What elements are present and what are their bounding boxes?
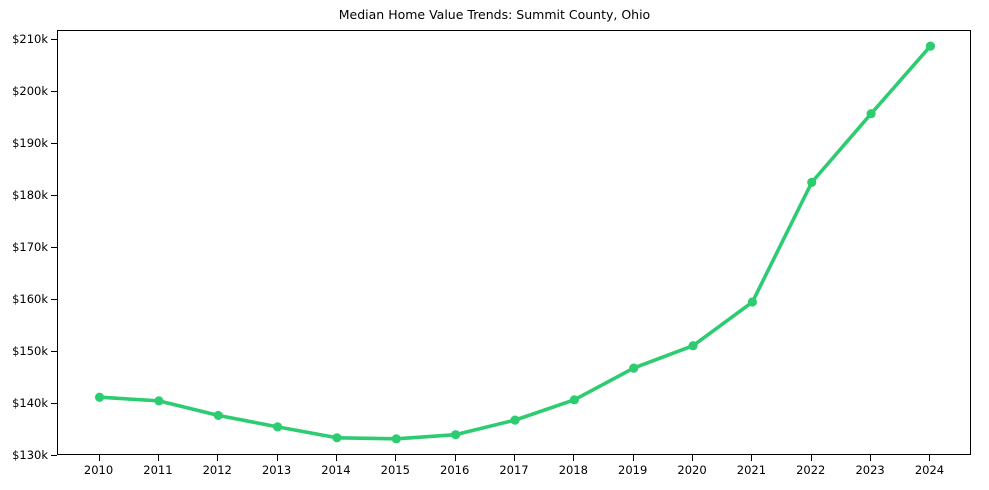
x-axis-tick-mark bbox=[632, 455, 634, 461]
data-point-marker bbox=[569, 395, 579, 405]
x-axis-tick-label: 2011 bbox=[143, 463, 173, 477]
y-axis-tick-mark bbox=[51, 142, 57, 144]
y-axis-tick-labels: $130k $140k $150k $160k $170k $180k $190k $200k… bbox=[0, 0, 48, 490]
data-point-marker bbox=[866, 109, 876, 119]
x-axis-tick-label: 2017 bbox=[499, 463, 529, 477]
x-axis-tick-mark bbox=[514, 455, 515, 461]
x-axis-tick-label: 2021 bbox=[736, 463, 767, 477]
x-axis-tick-mark bbox=[454, 455, 456, 461]
y-axis-tick-mark bbox=[51, 194, 57, 196]
y-axis-tick-label: $150k bbox=[12, 343, 48, 358]
x-axis-tick-label: 2016 bbox=[440, 463, 470, 477]
y-axis-tick-label: $180k bbox=[12, 187, 48, 202]
x-axis-tick-label: 2023 bbox=[855, 463, 885, 477]
x-axis-tick-mark bbox=[395, 455, 397, 461]
y-axis-tick-label: $190k bbox=[12, 135, 48, 150]
y-axis-tick-label: $170k bbox=[12, 239, 48, 254]
data-point-marker bbox=[273, 422, 283, 432]
data-point-marker bbox=[94, 392, 105, 402]
data-point-marker bbox=[688, 341, 698, 351]
data-point-marker bbox=[807, 177, 817, 187]
data-point-marker bbox=[451, 430, 461, 440]
x-axis-tick-mark bbox=[573, 455, 575, 461]
y-axis-tick-mark bbox=[51, 90, 57, 92]
x-axis-tick-mark bbox=[98, 455, 100, 461]
y-axis-tick-mark bbox=[51, 246, 57, 248]
plot-area bbox=[57, 30, 971, 455]
y-axis-tick-mark bbox=[51, 350, 57, 352]
x-axis-tick-mark bbox=[217, 455, 219, 461]
x-axis-tick-label: 2015 bbox=[380, 463, 410, 477]
data-point-marker bbox=[747, 297, 758, 307]
data-point-marker bbox=[510, 415, 520, 425]
x-axis-tick-mark bbox=[692, 455, 694, 461]
data-point-marker bbox=[391, 434, 401, 444]
y-axis-tick-mark bbox=[51, 38, 57, 40]
x-axis-tick-mark bbox=[929, 455, 931, 461]
data-point-marker bbox=[154, 396, 164, 406]
data-point-marker bbox=[925, 41, 936, 51]
x-axis-tick-label: 2024 bbox=[914, 463, 945, 477]
data-markers bbox=[94, 41, 936, 444]
data-point-marker bbox=[332, 433, 342, 443]
chart-title: Median Home Value Trends: Summit County,… bbox=[338, 7, 651, 22]
x-axis-tick-label: 2010 bbox=[83, 463, 114, 477]
x-axis-tick-label: 2013 bbox=[261, 463, 292, 477]
x-axis-tick-mark bbox=[870, 455, 872, 461]
data-point-marker bbox=[629, 363, 639, 373]
x-axis-tick-mark bbox=[276, 455, 278, 461]
y-axis-tick-mark bbox=[51, 402, 57, 404]
y-axis-tick-mark bbox=[51, 455, 57, 456]
x-axis-tick-label: 2022 bbox=[796, 463, 826, 477]
x-axis-tick-label: 2014 bbox=[321, 463, 351, 477]
y-axis-tick-mark bbox=[51, 298, 57, 300]
series-median-home-value bbox=[94, 41, 936, 444]
x-axis-tick-label: 2018 bbox=[558, 463, 588, 477]
y-axis-tick-label: $200k bbox=[12, 83, 48, 98]
x-axis-tick-label: 2019 bbox=[618, 463, 648, 477]
data-line bbox=[97, 44, 933, 441]
x-axis-tick-label: 2012 bbox=[202, 463, 232, 477]
y-axis-tick-label: $130k bbox=[12, 448, 48, 462]
x-axis-tick-mark bbox=[335, 455, 337, 461]
x-axis-tick-label: 2020 bbox=[677, 463, 707, 477]
data-point-marker bbox=[213, 410, 223, 421]
y-axis-tick-label: $210k bbox=[12, 31, 48, 46]
x-axis-tick-mark bbox=[157, 455, 159, 461]
y-axis-tick-label: $160k bbox=[12, 291, 48, 306]
x-axis-tick-mark bbox=[810, 455, 812, 461]
y-axis-tick-label: $140k bbox=[12, 395, 48, 410]
x-axis-tick-mark bbox=[751, 455, 753, 461]
